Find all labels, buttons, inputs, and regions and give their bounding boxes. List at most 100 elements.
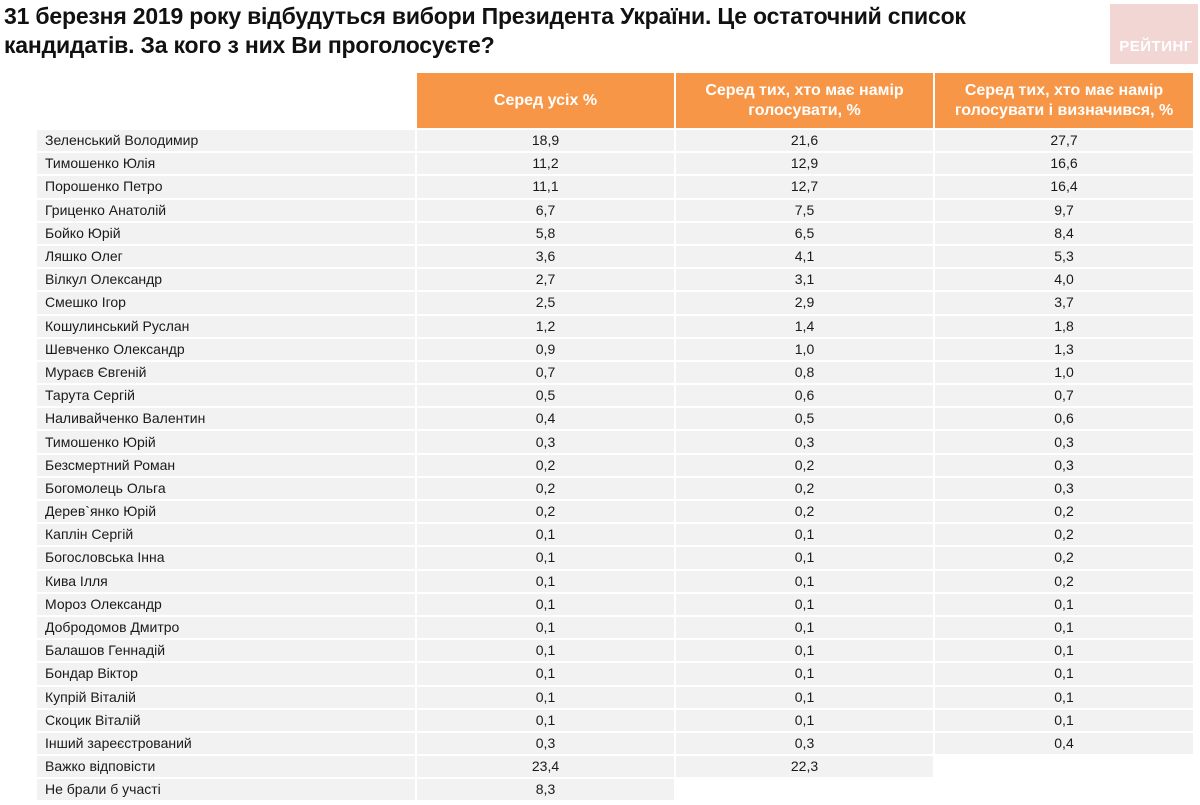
- value-among-all: 0,2: [417, 499, 676, 523]
- value-among-all: 0,2: [417, 452, 676, 476]
- rating-logo-text: РЕЙТИНГ: [1119, 38, 1193, 55]
- value-among-voters: 2,9: [676, 290, 935, 314]
- value-among-all: 1,2: [417, 313, 676, 337]
- value-among-voters: 1,0: [676, 336, 935, 360]
- table-row: Наливайченко Валентин 0,4 0,5 0,6: [37, 406, 1195, 430]
- value-among-decided: 16,6: [935, 151, 1195, 175]
- value-among-decided: [935, 754, 1195, 778]
- table-row: Дерев`янко Юрій 0,2 0,2 0,2: [37, 499, 1195, 523]
- table-row: Тимошенко Юлія 11,2 12,9 16,6: [37, 151, 1195, 175]
- table-row: Тимошенко Юрій 0,3 0,3 0,3: [37, 429, 1195, 453]
- value-among-decided: 0,2: [935, 568, 1195, 592]
- candidate-name: Тарута Сергій: [37, 383, 417, 407]
- table-row: Бондар Віктор 0,1 0,1 0,1: [37, 661, 1195, 685]
- value-among-voters: 3,1: [676, 267, 935, 291]
- value-among-decided: 0,3: [935, 452, 1195, 476]
- candidate-name: Кива Ілля: [37, 568, 417, 592]
- table-row: Шевченко Олександр 0,9 1,0 1,3: [37, 336, 1195, 360]
- value-among-decided: 1,3: [935, 336, 1195, 360]
- value-among-voters: [676, 777, 935, 801]
- value-among-voters: 0,2: [676, 452, 935, 476]
- value-among-voters: 4,1: [676, 243, 935, 268]
- value-among-decided: 0,2: [935, 522, 1195, 546]
- table-row: Безсмертний Роман 0,2 0,2 0,3: [37, 452, 1195, 476]
- value-among-decided: 0,1: [935, 638, 1195, 662]
- table-row: Каплін Сергій 0,1 0,1 0,2: [37, 522, 1195, 546]
- candidate-name: Балашов Геннадій: [37, 638, 417, 662]
- value-among-all: 2,7: [417, 267, 676, 291]
- candidate-name: Тимошенко Юлія: [37, 151, 417, 175]
- candidate-name: Мороз Олександр: [37, 591, 417, 615]
- value-among-decided: 0,1: [935, 591, 1195, 615]
- table-row: Кошулинський Руслан 1,2 1,4 1,8: [37, 313, 1195, 337]
- candidate-name: Добродомов Дмитро: [37, 614, 417, 639]
- value-among-voters: 6,5: [676, 220, 935, 244]
- value-among-decided: 0,2: [935, 499, 1195, 523]
- value-among-all: 0,5: [417, 383, 676, 407]
- value-among-voters: 0,8: [676, 359, 935, 384]
- results-table: Серед усіх % Серед тих, хто має намір го…: [37, 73, 1195, 801]
- value-among-all: 8,3: [417, 777, 676, 801]
- rating-logo: [1110, 4, 1198, 64]
- value-among-all: 0,1: [417, 591, 676, 615]
- value-among-voters: 0,1: [676, 684, 935, 708]
- table-row: Смешко Ігор 2,5 2,9 3,7: [37, 290, 1195, 314]
- value-among-decided: 0,1: [935, 661, 1195, 685]
- table-row: Богомолець Ольга 0,2 0,2 0,3: [37, 475, 1195, 499]
- value-among-decided: 9,7: [935, 197, 1195, 221]
- candidate-name: Купрій Віталій: [37, 684, 417, 708]
- candidate-name: Скоцик Віталій: [37, 707, 417, 731]
- value-among-all: 0,1: [417, 638, 676, 662]
- candidate-name: Вілкул Олександр: [37, 267, 417, 291]
- candidate-name: Тимошенко Юрій: [37, 429, 417, 453]
- table-row: Скоцик Віталій 0,1 0,1 0,1: [37, 707, 1195, 731]
- value-among-all: 0,3: [417, 730, 676, 755]
- candidate-name: Гриценко Анатолій: [37, 197, 417, 221]
- value-among-all: 18,9: [417, 128, 676, 152]
- table-row: Важко відповісти 23,4 22,3: [37, 754, 1195, 778]
- value-among-decided: 0,2: [935, 545, 1195, 569]
- value-among-voters: 12,7: [676, 174, 935, 198]
- value-among-voters: 0,6: [676, 383, 935, 407]
- value-among-decided: 0,1: [935, 614, 1195, 639]
- candidate-name: Ляшко Олег: [37, 243, 417, 268]
- candidate-name: Шевченко Олександр: [37, 336, 417, 360]
- value-among-voters: 21,6: [676, 128, 935, 152]
- value-among-all: 0,2: [417, 475, 676, 499]
- candidate-name: Не брали б участі: [37, 777, 417, 801]
- header-candidate: [37, 73, 417, 128]
- value-among-decided: 0,7: [935, 383, 1195, 407]
- value-among-decided: 0,4: [935, 730, 1195, 755]
- candidate-name: Кошулинський Руслан: [37, 313, 417, 337]
- table-row: Бойко Юрій 5,8 6,5 8,4: [37, 220, 1195, 244]
- table-row: Ляшко Олег 3,6 4,1 5,3: [37, 243, 1195, 268]
- value-among-all: 2,5: [417, 290, 676, 314]
- value-among-all: 11,1: [417, 174, 676, 198]
- value-among-voters: 0,1: [676, 545, 935, 569]
- value-among-all: 0,7: [417, 359, 676, 384]
- value-among-voters: 0,5: [676, 406, 935, 430]
- value-among-all: 5,8: [417, 220, 676, 244]
- value-among-voters: 0,1: [676, 591, 935, 615]
- value-among-voters: 0,2: [676, 499, 935, 523]
- value-among-decided: 27,7: [935, 128, 1195, 152]
- table-row: Порошенко Петро 11,1 12,7 16,4: [37, 174, 1195, 198]
- table-row: Мороз Олександр 0,1 0,1 0,1: [37, 591, 1195, 615]
- page-title: 31 березня 2019 року відбудуться вибори …: [4, 3, 966, 58]
- value-among-voters: 0,1: [676, 614, 935, 639]
- value-among-all: 0,1: [417, 707, 676, 731]
- value-among-all: 0,9: [417, 336, 676, 360]
- value-among-voters: 7,5: [676, 197, 935, 221]
- candidate-name: Зеленський Володимир: [37, 128, 417, 152]
- table-row: Гриценко Анатолій 6,7 7,5 9,7: [37, 197, 1195, 221]
- value-among-all: 0,1: [417, 684, 676, 708]
- candidate-name: Безсмертний Роман: [37, 452, 417, 476]
- candidate-name: Інший зареєстрований: [37, 730, 417, 755]
- value-among-all: 0,1: [417, 614, 676, 639]
- table-row: Інший зареєстрований 0,3 0,3 0,4: [37, 730, 1195, 755]
- table-row: Богословська Інна 0,1 0,1 0,2: [37, 545, 1195, 569]
- value-among-all: 23,4: [417, 754, 676, 778]
- value-among-decided: [935, 777, 1195, 801]
- table-row: Купрій Віталій 0,1 0,1 0,1: [37, 684, 1195, 708]
- value-among-decided: 3,7: [935, 290, 1195, 314]
